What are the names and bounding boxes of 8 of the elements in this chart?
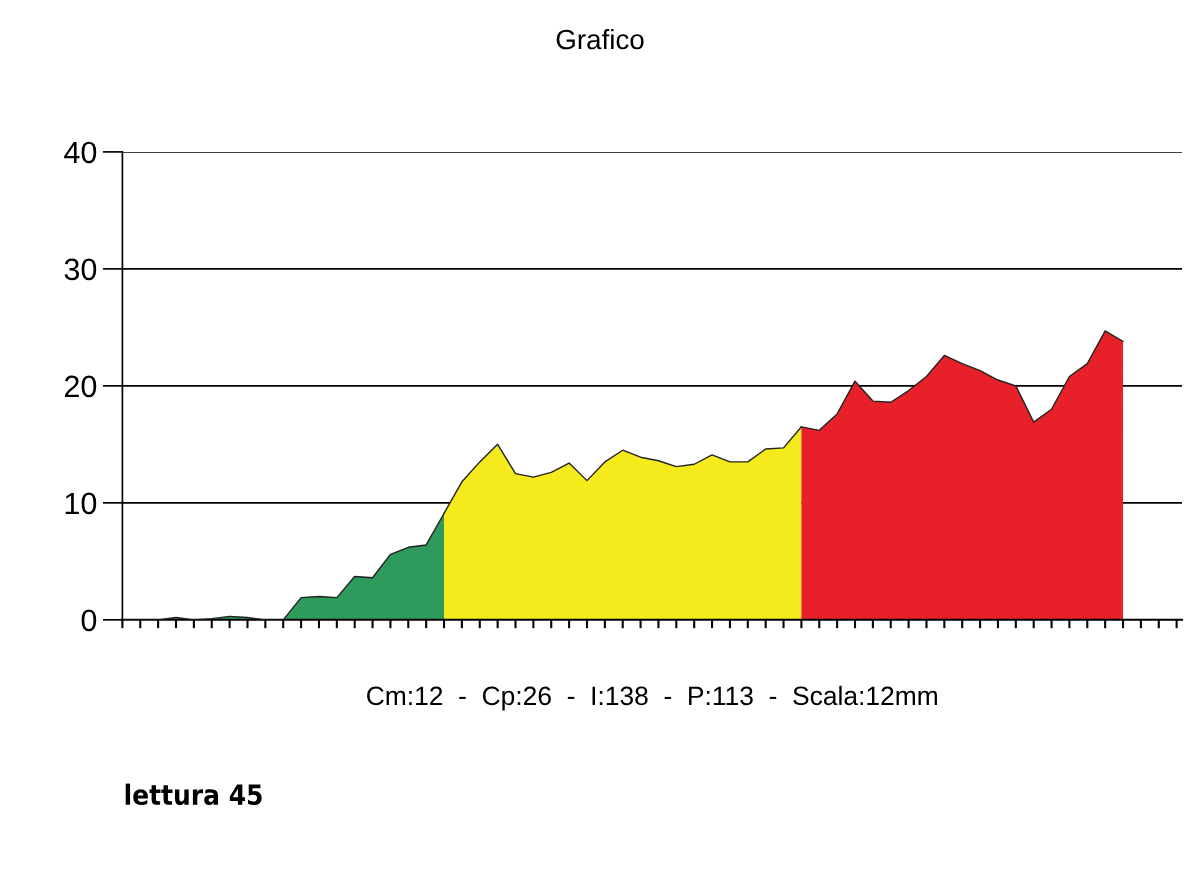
text: lettura 45 xyxy=(125,783,262,806)
chart-title: Grafico xyxy=(556,28,644,50)
y-tick-label: 40 xyxy=(64,141,97,164)
y-tick-label: 30 xyxy=(64,258,97,281)
y-tick-label: 10 xyxy=(65,492,97,515)
y-tick-label: 20 xyxy=(64,375,97,398)
y-tick-label: 0 xyxy=(81,609,97,632)
x-axis-title: Cm:12 - Cp:26 - I:138 - P:113 - Scala:12mm xyxy=(367,685,937,711)
